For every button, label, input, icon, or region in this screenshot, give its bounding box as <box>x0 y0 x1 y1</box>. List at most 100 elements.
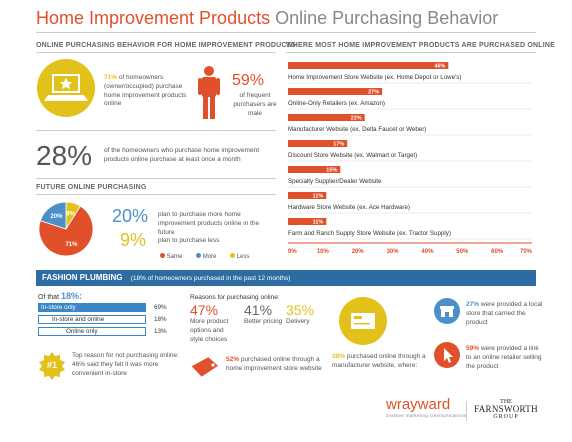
farnsworth-name: FARNSWORTH <box>474 404 538 414</box>
x-tick-label: 50% <box>456 249 469 255</box>
mfr-text: purchased online through a manufacturer … <box>332 353 426 369</box>
wrayward-name: wrayward <box>386 396 451 413</box>
of-that-text: Of that <box>38 294 60 301</box>
channel-value: 69% <box>154 304 167 311</box>
link-text: were provided a link to an online retail… <box>466 345 542 370</box>
local-pct: 27% <box>466 301 480 308</box>
legend-label-same: Same <box>166 254 183 260</box>
bar <box>288 192 327 199</box>
future-header-rule <box>36 194 276 195</box>
future-less-pct: 9% <box>120 230 147 250</box>
bar-value-label: 17% <box>333 142 344 148</box>
future-more-text: plan to purchase more home improvement p… <box>158 211 260 236</box>
top-reason-block: Top reason for not purchasing online: 46… <box>72 352 184 378</box>
bar-category-label: Online-Only Retailers (ex. Amazon) <box>288 100 385 107</box>
pie-label-more: 20% <box>50 214 63 220</box>
bar-chart-title: WHERE MOST HOME IMPROVEMENT PRODUCTS ARE… <box>286 42 555 49</box>
x-tick-label: 30% <box>387 249 400 255</box>
top-reason-intro: Top reason for not purchasing online: <box>72 352 179 359</box>
reason-item: 41% Better pricing <box>244 302 284 327</box>
future-less-text: plan to purchase less <box>158 237 220 244</box>
bar <box>288 62 449 69</box>
badge-text: #1 <box>46 360 57 370</box>
x-tick-label: 10% <box>317 249 330 255</box>
stat1-pct: 71% <box>104 74 118 81</box>
of-that-label: Of that 18%: <box>38 291 82 301</box>
farnsworth-logo: THE FARNSWORTH GROUP <box>474 399 538 420</box>
channel-label: In-store and online <box>52 316 105 323</box>
channel-row: In-store only 69% <box>38 303 180 312</box>
channel-value: 13% <box>154 328 167 335</box>
channel-row: In-store and online 18% <box>38 315 180 324</box>
page-title: Home Improvement Products Online Purchas… <box>36 8 498 29</box>
legend-label-more: More <box>202 254 217 260</box>
channel-bars: In-store only 69% In-store and online 18% On… <box>38 303 180 339</box>
bar-category-label: Specialty Supplier/Dealer Website <box>288 178 382 185</box>
channel-bar-track <box>38 315 146 324</box>
bar-category-label: Farm and Ranch Supply Store Website (ex.… <box>288 230 451 237</box>
farnsworth-the: THE <box>500 399 512 405</box>
future-header: FUTURE ONLINE PURCHASING <box>36 184 147 191</box>
pie-label-less: 9% <box>66 211 75 217</box>
legend-swatch-same <box>160 253 165 258</box>
title-rule <box>36 32 536 33</box>
legend-label-less: Less <box>236 254 250 260</box>
number-one-badge-icon <box>38 352 66 380</box>
channel-value: 18% <box>154 316 167 323</box>
bar-value-label: 11% <box>313 194 324 200</box>
card-icon <box>338 296 388 346</box>
fashion-band <box>36 270 536 286</box>
bar <box>288 166 341 173</box>
reasons-header: Reasons for purchasing online: <box>190 294 280 301</box>
channel-label: Online only <box>66 328 98 335</box>
legend-swatch-more <box>196 253 202 258</box>
reason-pct: 47% <box>190 302 219 318</box>
pie-slice-more <box>39 201 67 230</box>
fashion-subtitle: (18% of homeowners purchased in the past… <box>130 275 291 282</box>
bar <box>288 114 365 121</box>
left-mid-rule <box>36 130 276 131</box>
reason-item: 35% Delivery <box>286 302 326 327</box>
title-part1: Home Improvement Products <box>36 8 271 28</box>
channel-bar-fill <box>38 303 146 312</box>
future-pie-chart: 9% 71% 20% <box>38 201 94 257</box>
future-more-pct: 20% <box>112 206 149 226</box>
pie-label-same: 71% <box>65 242 78 248</box>
purchased-pct: 52% <box>226 356 240 363</box>
purchased-text: purchased online through a home improvem… <box>226 356 322 372</box>
bar-value-label: 15% <box>326 168 337 174</box>
stat2-pct: 59% <box>232 72 265 89</box>
pie-slice-same <box>38 205 94 257</box>
stat3-pct: 28% <box>36 140 93 171</box>
channel-label: In-store only <box>41 304 76 311</box>
stat3-text: of the homeowners who purchase home impr… <box>104 147 259 163</box>
bar-category-label: Home Improvement Store Website (ex. Home… <box>288 74 461 81</box>
bar-value-label: 27% <box>368 90 379 96</box>
pie-legend: Same More Less <box>160 253 249 260</box>
bar-value-label: 46% <box>434 64 445 70</box>
channel-bar-track <box>38 327 146 336</box>
reason-pct: 35% <box>286 302 315 318</box>
stat1-text: of homeowners (owner/occupied) purchase … <box>104 74 187 108</box>
stat2-text: of frequent purchasers are male <box>233 92 277 117</box>
x-tick-label: 60% <box>491 249 504 255</box>
laptop-icon <box>36 58 96 118</box>
where-purchased-bar-chart: 46% Home Improvement Store Website (ex. H… <box>288 62 533 255</box>
reason-pct: 41% <box>244 302 273 318</box>
purchased-store-block: 52% purchased online through a home impr… <box>226 356 334 374</box>
reason-item: 47% More product options and style choic… <box>190 302 236 344</box>
wrayward-logo: wrayward creative marketing communicatio… <box>386 396 466 418</box>
bar-category-label: Hardware Store Website (ex. Ace Hardware… <box>288 204 410 211</box>
x-tick-label: 0% <box>288 249 297 255</box>
fashion-title: FASHION PLUMBING (18% of homeowners purc… <box>42 273 290 282</box>
left-header-rule <box>36 52 276 53</box>
reason-text: Delivery <box>286 318 310 325</box>
farnsworth-group: GROUP <box>493 414 519 420</box>
local-text: were provided a local store that carried… <box>466 301 543 326</box>
bar-value-label: 22% <box>351 116 362 122</box>
link-pct: 59% <box>466 345 480 352</box>
local-store-block: 27% were provided a local store that car… <box>466 301 544 327</box>
price-tag-icon <box>190 356 220 378</box>
mfr-pct: 38% <box>332 353 346 360</box>
channel-row: Online only 13% <box>38 327 180 336</box>
